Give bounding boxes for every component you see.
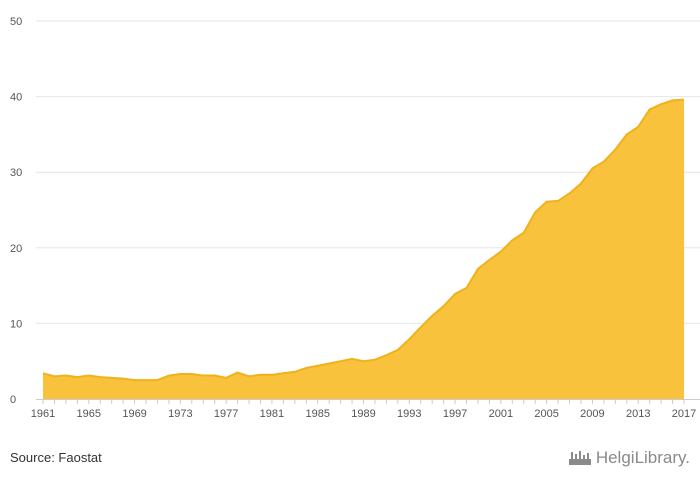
y-tick-label-30: 30 [10, 167, 22, 179]
x-tick-label-1985: 1985 [305, 408, 329, 420]
x-tick-label-1989: 1989 [351, 408, 375, 420]
y-tick-label-50: 50 [10, 16, 22, 28]
area-series [42, 98, 685, 400]
x-tick-label-1969: 1969 [122, 408, 146, 420]
x-axis: 1961 1965 1969 1973 1977 1981 1985 1989 1993 1997… [31, 399, 700, 420]
y-tick-label-40: 40 [10, 92, 22, 104]
source-note: Source: Faostat [10, 450, 102, 465]
brand-name: HelgiLibrary. [595, 448, 690, 467]
y-axis: 0 10 20 30 40 50 [10, 16, 22, 406]
area-chart: 1961 1965 1969 1973 1977 1981 1985 1989 1993 1997… [10, 16, 700, 420]
x-tick-label-1965: 1965 [77, 408, 101, 420]
y-tick-label-10: 10 [10, 318, 22, 330]
factory-icon [568, 451, 591, 465]
area-line [42, 98, 685, 382]
x-tick-label-1973: 1973 [168, 408, 192, 420]
x-tick-label-1997: 1997 [443, 408, 467, 420]
x-tick-label-1981: 1981 [260, 408, 284, 420]
x-tick-label-1977: 1977 [214, 408, 238, 420]
y-tick-label-0: 0 [10, 394, 16, 406]
x-tick-label-2013: 2013 [626, 408, 650, 420]
area-fill [43, 99, 684, 400]
x-tick-label-2017: 2017 [672, 408, 696, 420]
x-tick-label-2009: 2009 [580, 408, 604, 420]
x-tick-label-2001: 2001 [489, 408, 513, 420]
y-tick-label-20: 20 [10, 243, 22, 255]
x-tick-label-2005: 2005 [534, 408, 558, 420]
x-tick-label-1993: 1993 [397, 408, 421, 420]
x-tick-label-1961: 1961 [31, 408, 55, 420]
brand-logo: HelgiLibrary. [568, 448, 690, 468]
